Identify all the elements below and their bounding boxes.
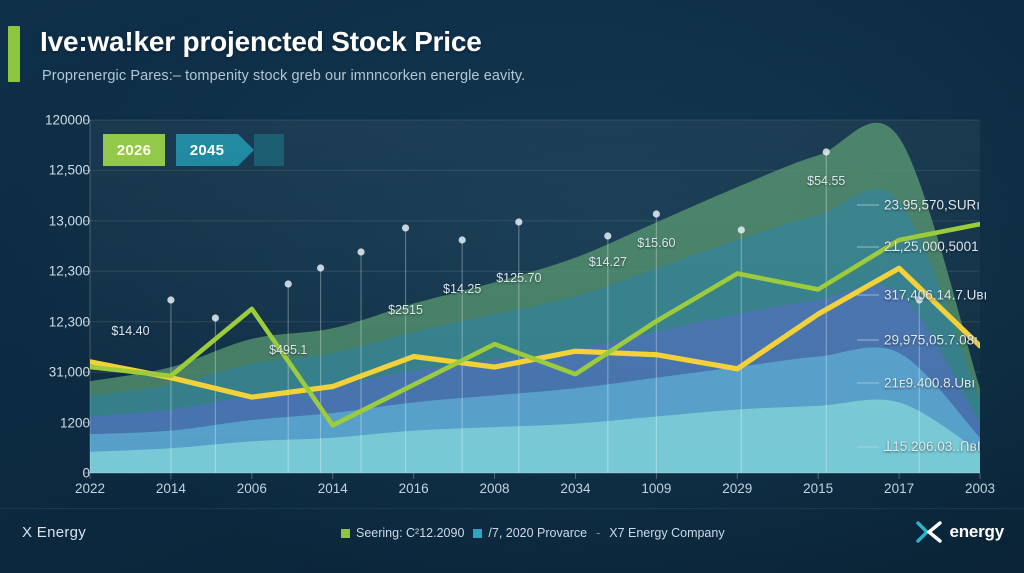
callout-dot [822,148,830,156]
callout-dot [211,314,220,322]
y-axis-tick-label: 12,300 [48,314,90,330]
legend-swatch-green [341,528,350,538]
price-callout: $54.55 [807,173,846,188]
price-callout: $125.70 [496,270,542,285]
right-value-label: 21ᴇ9.400.8.Uвı [884,375,976,391]
x-axis-tick-label: 2014 [317,481,348,496]
right-value-label: 317,406.14.7.Uвı [884,287,988,303]
brand-left: X Energy [22,524,87,541]
price-callout: $14.25 [443,281,482,296]
brand-right[interactable]: energy [916,521,1004,543]
x-axis-tick-label: 2008 [479,481,510,496]
y-axis-tick-label: 13,000 [48,213,90,229]
chart-area-bands [90,120,980,473]
right-value-label: 2ꓕ,25,000,5001 [884,239,979,254]
x-axis-tick-label: 2006 [236,481,267,496]
y-axis-tick-label: 0 [82,465,90,481]
page-title: Ive:wa!ker projencted Stock Price [40,26,482,57]
callout-dot [604,232,612,240]
footer-divider [0,508,1024,509]
callout-dot [458,236,466,244]
x-axis-tick-label: 2015 [803,481,834,496]
title-accent-bar [8,26,20,82]
price-callout: $495.1 [269,343,308,358]
right-value-label: ꓕ15.206.03..ꓵвI [884,439,981,454]
price-callout: $2515 [388,302,423,317]
brand-right-wordmark: energy [949,522,1004,541]
price-callout: $14.27 [588,255,627,270]
callout-dot [284,280,292,288]
chart-callout-stems [167,148,923,473]
callout-dot [737,226,745,234]
y-axis-labels: 120000 12,500 13,000 12,300 12,300 31,000 1200… [18,0,90,573]
callout-dot [167,296,175,304]
price-callout: $14.40 [111,323,150,338]
y-axis-tick-label: 31,000 [48,364,90,380]
y-axis-tick-label: 12,300 [48,263,90,279]
callout-dot [515,218,523,226]
page-subtitle: Proprenergic Pares:– tompenity stock gre… [42,68,526,84]
callout-dot [316,264,325,272]
callout-dot [915,296,923,304]
price-callout: $15.60 [637,235,676,250]
x-axis-tick-label: 2017 [884,481,915,496]
x-axis-tick-label: 2029 [722,481,753,496]
right-value-label: 29,975,05.7.08ı [884,332,978,348]
x-logo-icon [916,521,943,543]
legend-separator: - [596,526,601,540]
area-sheen [90,120,980,473]
legend-item-1[interactable]: /7, 2020 Provarce [473,526,587,540]
y-axis-tick-label: 12,500 [48,162,90,178]
x-axis-labels: 2022 2014 2006 2014 2016 2008 2034 1009 2029 2015… [0,481,1024,505]
x-tick-marks [89,473,981,479]
callout-dot [401,224,410,232]
y-axis-tick-label: 1200 [59,415,90,431]
y-axis-tick-label: 120000 [44,112,90,128]
legend-suffix: X7 Energy Company [609,526,725,540]
x-axis-tick-label: 2016 [398,481,429,496]
x-axis-tick-label: 2003 [964,481,996,496]
right-value-label: 23.95,570,SURı [884,197,981,213]
legend-swatch-teal [473,528,483,538]
x-axis-tick-label: 2022 [74,481,106,496]
x-axis-tick-label: 1009 [641,481,672,496]
callout-dot [652,210,660,218]
chart-legend: Seering: C²12.2090 /7, 2020 Provarce - X… [341,526,725,540]
callout-dot [357,248,365,256]
x-axis-tick-label: 2014 [155,481,186,496]
legend-label-1: /7, 2020 Provarce [488,526,588,540]
legend-label-0: Seering: C²12.2090 [356,526,465,540]
line-green [90,221,980,428]
legend-item-0[interactable]: Seering: C²12.2090 [341,526,464,540]
chart-leader-lines [857,204,879,448]
chart-lines [90,221,980,428]
x-axis-tick-label: 2034 [560,481,591,496]
